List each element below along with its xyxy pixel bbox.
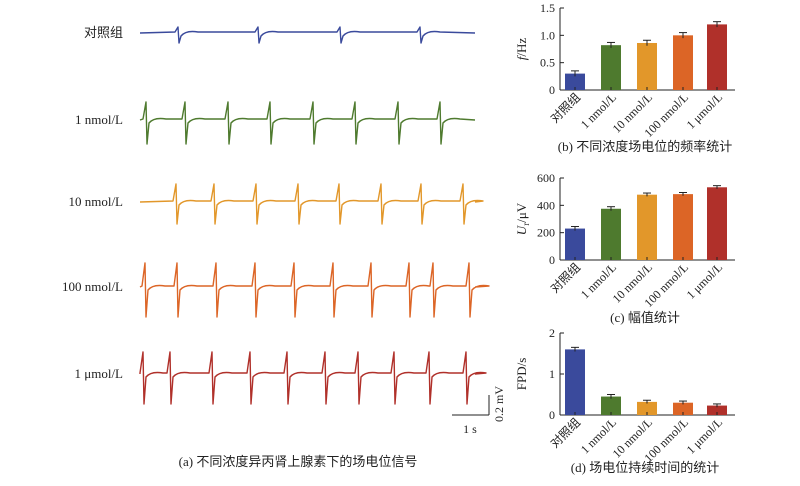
y-tick-label: 1: [549, 367, 555, 381]
bar: [637, 194, 657, 260]
chart-caption: (c) 幅值统计: [610, 310, 680, 325]
caption-a: (a) 不同浓度异丙肾上腺素下的场电位信号: [179, 454, 418, 469]
y-tick-label: 200: [537, 226, 555, 240]
trace-line: [139, 351, 487, 405]
panel-a-traces: 对照组 1 nmol/L 10 nmol/L 100 nmol/L 1 μmol/L: [62, 25, 490, 405]
x-tick-label: 1 μmol/L: [684, 90, 726, 132]
bar: [707, 24, 727, 90]
y-tick-label: 0: [549, 83, 555, 97]
scale-bar-y-label: 0.2 mV: [492, 386, 506, 422]
scale-bar-x-label: 1 s: [463, 422, 477, 436]
y-tick-label: 400: [537, 198, 555, 212]
y-tick-label: 1.5: [540, 1, 555, 15]
trace-label: 1 nmol/L: [75, 112, 123, 127]
bar: [601, 208, 621, 260]
trace-line: [139, 26, 476, 44]
y-axis-label: FPD/s: [514, 358, 529, 391]
trace-line: [139, 183, 484, 225]
y-tick-label: 1.0: [540, 28, 555, 42]
bar: [673, 402, 693, 415]
bar: [673, 35, 693, 90]
y-tick-label: 0: [549, 253, 555, 267]
trace-line: [139, 262, 490, 318]
bar: [601, 45, 621, 90]
bar: [707, 187, 727, 260]
trace-label: 100 nmol/L: [62, 279, 123, 294]
chart-caption: (b) 不同浓度场电位的频率统计: [558, 139, 732, 154]
trace-line: [139, 101, 476, 145]
y-tick-label: 0.5: [540, 56, 555, 70]
bar: [565, 228, 585, 260]
x-tick-label: 1 μmol/L: [684, 415, 726, 457]
x-tick-label: 1 μmol/L: [684, 260, 726, 302]
bar: [565, 349, 585, 415]
chart-caption: (d) 场电位持续时间的统计: [571, 460, 719, 475]
bar: [637, 42, 657, 90]
y-axis-label: Ur/μV: [514, 202, 531, 235]
y-tick-label: 600: [537, 171, 555, 185]
trace-label: 10 nmol/L: [68, 194, 123, 209]
scale-bar: 1 s 0.2 mV: [452, 386, 506, 436]
bar: [707, 405, 727, 415]
bar: [601, 396, 621, 415]
y-tick-label: 2: [549, 326, 555, 340]
trace-label: 对照组: [84, 25, 123, 40]
y-axis-label: f/Hz: [514, 38, 529, 61]
y-tick-label: 0: [549, 408, 555, 422]
bar: [565, 73, 585, 90]
trace-label: 1 μmol/L: [75, 366, 124, 381]
bar: [637, 401, 657, 415]
bar: [673, 194, 693, 260]
